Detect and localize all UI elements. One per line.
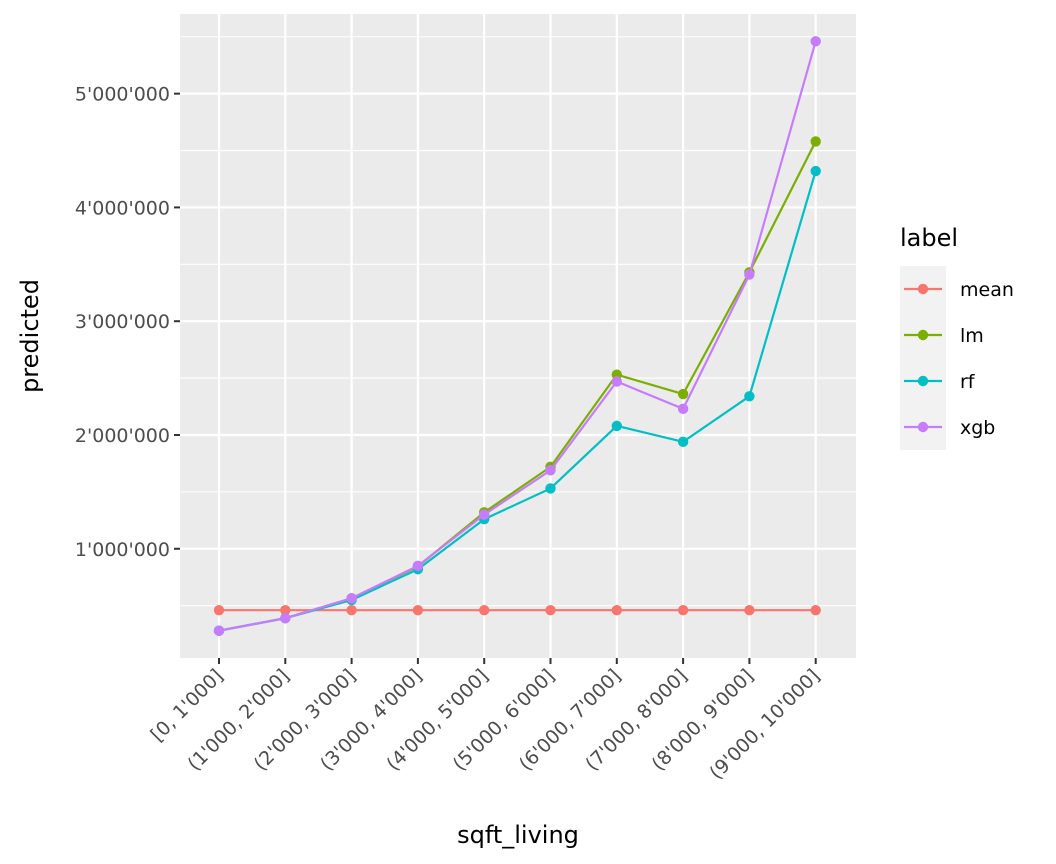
y-tick-label: 2'000'000 — [75, 425, 170, 447]
legend-title: label — [900, 224, 958, 252]
data-point-xgb — [611, 376, 622, 387]
data-point-xgb — [744, 269, 755, 280]
data-point-mean — [744, 605, 755, 616]
data-point-mean — [213, 605, 225, 616]
data-point-mean — [479, 605, 490, 616]
legend-key-point-lm — [917, 329, 929, 341]
legend-key-point-xgb — [917, 421, 929, 433]
legend-label-xgb: xgb — [960, 417, 995, 439]
data-point-xgb — [346, 593, 357, 604]
data-point-xgb — [479, 509, 490, 520]
data-point-xgb — [810, 36, 821, 47]
data-point-mean — [412, 605, 424, 616]
y-tick-label: 4'000'000 — [75, 197, 170, 219]
data-point-rf — [677, 436, 689, 448]
data-point-mean — [611, 605, 622, 616]
data-point-rf — [545, 483, 556, 494]
legend: label mean lm rf xgb — [900, 224, 1014, 450]
x-axis: [0, 1'000](1'000, 2'000](2'000, 3'000](3… — [147, 658, 824, 784]
legend-key-point-mean — [917, 283, 929, 295]
data-point-mean — [346, 605, 357, 616]
data-point-xgb — [280, 612, 291, 624]
legend-key-point-rf — [917, 375, 929, 387]
grid-minor — [180, 36, 856, 607]
x-axis-title: sqft_living — [457, 821, 579, 849]
data-point-lm — [677, 388, 689, 400]
data-point-xgb — [545, 465, 556, 476]
data-point-xgb — [412, 560, 424, 572]
plot-panel — [180, 14, 856, 658]
data-point-lm — [810, 136, 821, 147]
data-point-rf — [744, 391, 755, 402]
grid-major — [180, 14, 856, 658]
data-point-rf — [810, 165, 821, 177]
data-point-mean — [545, 605, 556, 616]
data-point-xgb — [213, 625, 225, 636]
series-layer — [213, 36, 821, 636]
legend-label-mean: mean — [960, 279, 1014, 301]
legend-key-background — [900, 266, 946, 450]
data-point-xgb — [677, 403, 689, 415]
y-axis: 1'000'000 2'000'000 3'000'000 4'000'000 5'00… — [75, 84, 180, 561]
y-axis-title: predicted — [16, 279, 44, 393]
y-tick-label: 3'000'000 — [75, 311, 170, 333]
data-point-mean — [280, 605, 291, 616]
data-point-mean — [677, 605, 689, 616]
legend-label-lm: lm — [960, 325, 984, 347]
legend-label-rf: rf — [960, 371, 976, 393]
data-point-rf — [611, 420, 622, 432]
y-tick-label: 1'000'000 — [75, 539, 170, 561]
y-tick-label: 5'000'000 — [75, 84, 170, 106]
series-line-xgb — [218, 41, 817, 632]
data-point-mean — [810, 605, 821, 616]
